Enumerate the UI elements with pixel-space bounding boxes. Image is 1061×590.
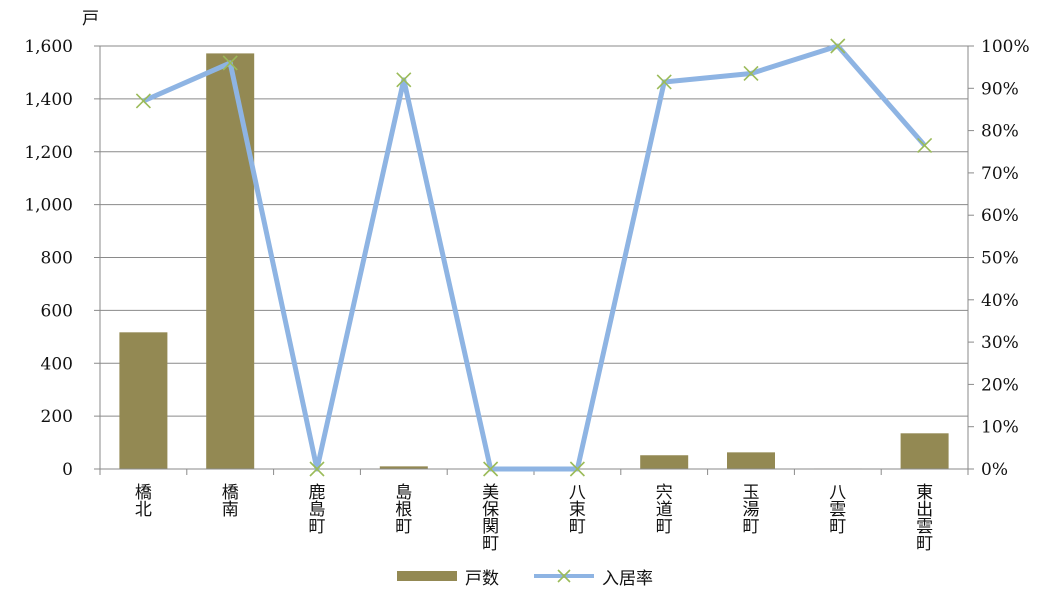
line-point-marker bbox=[483, 461, 499, 477]
left-tick-label: 200 bbox=[41, 407, 73, 427]
line-point-marker bbox=[743, 65, 759, 82]
bar bbox=[640, 455, 689, 469]
category-label: 玉湯町 bbox=[743, 483, 760, 537]
right-tick-label: 20% bbox=[981, 375, 1019, 395]
right-tick-label: 100% bbox=[981, 37, 1030, 57]
legend-line-marker bbox=[557, 569, 571, 583]
left-axis-unit: 戸 bbox=[82, 9, 99, 29]
right-tick-label: 70% bbox=[981, 164, 1019, 184]
category-label: 橋北 bbox=[135, 483, 152, 520]
legend-line-label: 入居率 bbox=[602, 569, 653, 589]
line-point-marker bbox=[569, 461, 585, 477]
bar-series bbox=[119, 53, 949, 470]
bar bbox=[206, 53, 255, 470]
left-tick-label: 600 bbox=[41, 301, 73, 321]
left-tick-label: 800 bbox=[41, 249, 73, 269]
right-tick-label: 60% bbox=[981, 206, 1019, 226]
line-point-marker bbox=[222, 55, 238, 71]
category-label: 八雲町 bbox=[829, 483, 846, 537]
legend: 戸数 入居率 bbox=[397, 569, 653, 589]
category-label: 東出雲町 bbox=[916, 483, 933, 554]
line-point-marker bbox=[309, 461, 325, 477]
category-labels: 橋北 橋南 鹿島町 島根町 美保関町 八束町 宍道町 玉湯町 八雲町 東出雲町 bbox=[135, 483, 933, 554]
category-label: 宍道町 bbox=[656, 483, 673, 537]
legend-bar-label: 戸数 bbox=[465, 569, 499, 589]
category-label: 八束町 bbox=[569, 483, 586, 537]
left-tick-label: 1,000 bbox=[24, 196, 73, 216]
bar bbox=[379, 466, 428, 469]
category-label: 美保関町 bbox=[482, 483, 499, 554]
left-tick-label: 1,200 bbox=[24, 143, 73, 163]
occupancy-line bbox=[142, 43, 927, 472]
line-point-marker bbox=[135, 93, 151, 109]
line-point-marker bbox=[830, 38, 846, 54]
right-tick-label: 40% bbox=[981, 291, 1019, 311]
category-label: 島根町 bbox=[395, 483, 412, 537]
line-series bbox=[135, 38, 933, 477]
right-tick-label: 10% bbox=[981, 418, 1019, 438]
legend-bar-swatch bbox=[397, 571, 457, 581]
right-tick-label: 80% bbox=[981, 122, 1019, 142]
right-tick-label: 0% bbox=[981, 460, 1008, 480]
left-tick-label: 1,600 bbox=[24, 37, 73, 57]
right-tick-label: 90% bbox=[981, 79, 1019, 99]
line-point-marker bbox=[396, 72, 412, 88]
left-tick-label: 400 bbox=[41, 354, 73, 374]
category-label: 橋南 bbox=[222, 483, 239, 520]
line-point-marker bbox=[656, 74, 672, 90]
left-tick-label: 0 bbox=[62, 460, 73, 480]
category-label: 鹿島町 bbox=[309, 483, 326, 537]
bar bbox=[727, 452, 775, 469]
left-tick-label: 1,400 bbox=[24, 90, 73, 110]
right-tick-label: 50% bbox=[981, 249, 1019, 269]
bar bbox=[900, 433, 949, 469]
right-axis-ticks: 0% 10% 20% 30% 40% 50% 60% 70% 80% 90% 100% bbox=[968, 37, 1030, 480]
bar bbox=[119, 332, 168, 469]
line-point-marker bbox=[917, 137, 933, 153]
right-tick-label: 30% bbox=[981, 333, 1019, 353]
left-axis-ticks: 0 200 400 600 800 1,000 1,200 1,400 1,600 bbox=[24, 37, 100, 480]
